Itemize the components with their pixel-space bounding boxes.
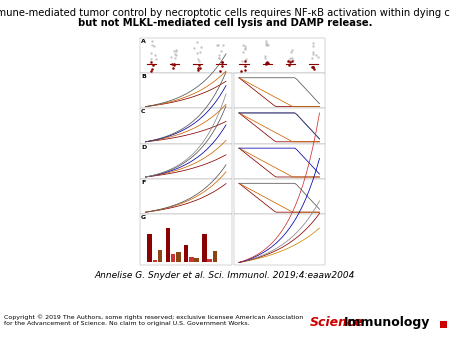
Text: Copyright © 2019 The Authors, some rights reserved; exclusive licensee American : Copyright © 2019 The Authors, some right… xyxy=(4,314,303,326)
Text: C: C xyxy=(141,110,145,114)
Bar xyxy=(153,260,157,262)
Bar xyxy=(158,250,162,262)
Text: but not MLKL-mediated cell lysis and DAMP release.: but not MLKL-mediated cell lysis and DAM… xyxy=(78,18,372,28)
Bar xyxy=(147,234,152,262)
Bar xyxy=(440,321,447,328)
Bar xyxy=(166,227,170,262)
Bar xyxy=(176,252,180,262)
Bar xyxy=(140,214,231,265)
Text: Science: Science xyxy=(310,316,364,329)
Text: B: B xyxy=(141,74,146,79)
Bar xyxy=(234,73,325,108)
Bar xyxy=(189,257,194,262)
Bar xyxy=(140,108,231,144)
Bar xyxy=(234,108,325,144)
Bar xyxy=(202,234,207,262)
Bar xyxy=(234,214,325,265)
Bar xyxy=(140,179,231,214)
Bar xyxy=(207,259,212,262)
Bar xyxy=(234,144,325,179)
Bar xyxy=(184,245,189,262)
Bar xyxy=(194,258,199,262)
Text: Annelise G. Snyder et al. Sci. Immunol. 2019;4:eaaw2004: Annelise G. Snyder et al. Sci. Immunol. … xyxy=(95,271,355,280)
Text: F: F xyxy=(141,180,145,185)
Bar xyxy=(213,251,217,262)
Bar xyxy=(171,254,176,262)
Bar xyxy=(140,38,325,73)
Text: D: D xyxy=(141,145,146,149)
Text: Immunology: Immunology xyxy=(344,316,430,329)
Bar xyxy=(140,144,231,179)
Bar xyxy=(140,73,231,108)
Text: G: G xyxy=(141,215,146,220)
Text: A: A xyxy=(141,39,146,44)
Bar xyxy=(234,179,325,214)
Text: Immune-mediated tumor control by necroptotic cells requires NF-κB activation wit: Immune-mediated tumor control by necropt… xyxy=(0,8,450,18)
